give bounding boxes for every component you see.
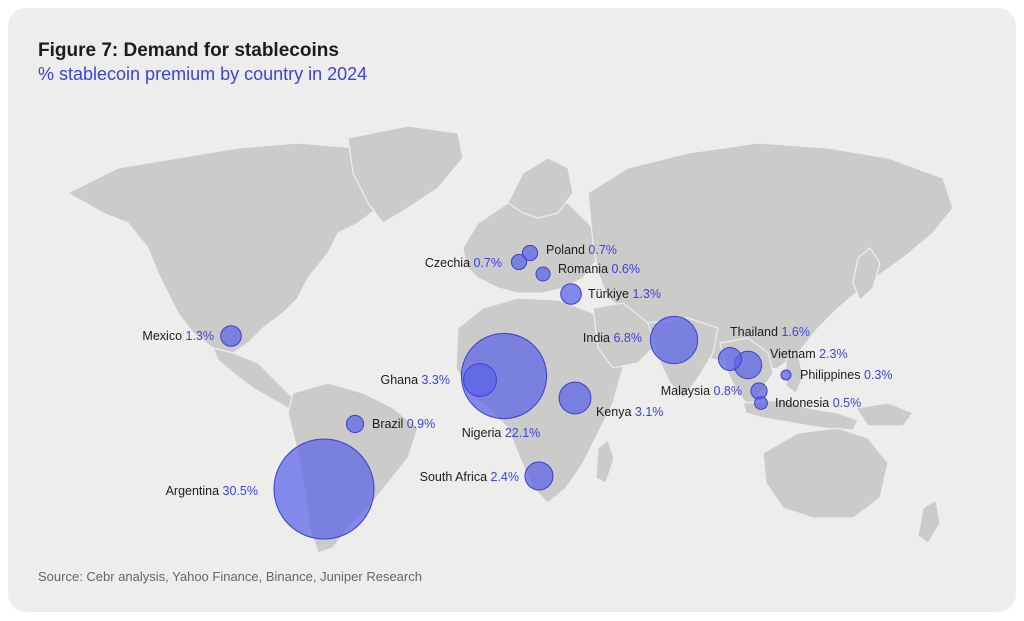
- bubble-czechia: [510, 253, 528, 271]
- label-country-name: Argentina: [166, 484, 223, 498]
- label-country-name: Indonesia: [775, 396, 833, 410]
- label-value: 0.7%: [474, 256, 503, 270]
- chart-subtitle: % stablecoin premium by country in 2024: [38, 64, 368, 84]
- japan-land: [852, 247, 881, 302]
- greenland-land: [347, 125, 464, 224]
- label-country-name: Czechia: [425, 256, 474, 270]
- label-value: 0.6%: [612, 262, 641, 276]
- label-value: 1.3%: [186, 329, 215, 343]
- label-ghana: Ghana 3.3%: [380, 373, 450, 387]
- label-value: 3.3%: [422, 373, 451, 387]
- label-nigeria: Nigeria 22.1%: [462, 426, 541, 440]
- arabia-land: [592, 302, 659, 369]
- label-argentina: Argentina 30.5%: [166, 484, 258, 498]
- bubble-thailand: [718, 347, 742, 371]
- label-value: 1.6%: [781, 325, 810, 339]
- label-value: 3.1%: [635, 405, 664, 419]
- bubble-mexico: [220, 325, 242, 347]
- philippines-land: [785, 352, 804, 394]
- label-country-name: Brazil: [372, 417, 407, 431]
- new-guinea-land: [854, 402, 914, 427]
- label-value: 0.7%: [588, 243, 617, 257]
- label-country-name: India: [583, 331, 614, 345]
- bubble-philippines: [780, 369, 792, 381]
- scandinavia-land: [507, 157, 574, 219]
- label-romania: Romania 0.6%: [558, 262, 640, 276]
- bubble-turkiye: [560, 283, 582, 305]
- label-country-name: South Africa: [420, 470, 491, 484]
- label-philippines: Philippines 0.3%: [800, 368, 892, 382]
- label-value: 6.8%: [614, 331, 643, 345]
- label-layer: Argentina 30.5% Nigeria 22.1% India 6.8% Gh…: [142, 243, 892, 498]
- source-note: Source: Cebr analysis, Yahoo Finance, Bi…: [38, 569, 422, 584]
- label-country-name: Kenya: [596, 405, 635, 419]
- label-country-name: Ghana: [380, 373, 421, 387]
- land-masses: [66, 125, 954, 554]
- label-value: 30.5%: [223, 484, 258, 498]
- bubble-kenya: [558, 381, 592, 415]
- label-country-name: Mexico: [142, 329, 185, 343]
- label-value: 0.3%: [864, 368, 893, 382]
- label-poland: Poland 0.7%: [546, 243, 617, 257]
- label-thailand: Thailand 1.6%: [730, 325, 810, 339]
- label-value: 2.4%: [491, 470, 520, 484]
- chart-title: Figure 7: Demand for stablecoins: [38, 40, 339, 61]
- chart-card: Argentina 30.5% Nigeria 22.1% India 6.8% Gh…: [8, 8, 1016, 612]
- bubble-ghana: [463, 363, 497, 397]
- bubble-brazil: [345, 414, 365, 434]
- new-zealand-land: [917, 499, 941, 544]
- label-country-name: Poland: [546, 243, 588, 257]
- bubble-indonesia: [754, 396, 768, 410]
- australia-land: [762, 427, 889, 519]
- label-indonesia: Indonesia 0.5%: [775, 396, 861, 410]
- bubble-poland: [521, 244, 539, 262]
- label-value: 2.3%: [819, 347, 848, 361]
- bubble-south-africa: [524, 461, 554, 491]
- label-country-name: Malaysia: [661, 384, 714, 398]
- bubble-layer: [220, 244, 792, 540]
- indonesia-land: [742, 399, 859, 431]
- bubble-nigeria: [460, 332, 548, 420]
- world-map: Argentina 30.5% Nigeria 22.1% India 6.8% Gh…: [66, 125, 954, 554]
- label-country-name: Romania: [558, 262, 612, 276]
- label-value: 0.5%: [833, 396, 862, 410]
- label-india: India 6.8%: [583, 331, 642, 345]
- label-country-name: Philippines: [800, 368, 864, 382]
- label-value: 1.3%: [632, 287, 661, 301]
- label-mexico: Mexico 1.3%: [142, 329, 214, 343]
- bubble-india: [649, 315, 699, 365]
- label-brazil: Brazil 0.9%: [372, 417, 435, 431]
- label-country-name: Türkiye: [588, 287, 632, 301]
- bubble-romania: [535, 266, 551, 282]
- north-america-land: [66, 142, 404, 354]
- label-value: 0.8%: [714, 384, 743, 398]
- label-vietnam: Vietnam 2.3%: [770, 347, 848, 361]
- label-country-name: Nigeria: [462, 426, 505, 440]
- bubble-argentina: [273, 438, 375, 540]
- label-malaysia: Malaysia 0.8%: [661, 384, 742, 398]
- label-south-africa: South Africa 2.4%: [420, 470, 519, 484]
- label-country-name: Thailand: [730, 325, 781, 339]
- label-value: 0.9%: [407, 417, 436, 431]
- label-turkiye: Türkiye 1.3%: [588, 287, 661, 301]
- madagascar-land: [595, 438, 615, 484]
- label-country-name: Vietnam: [770, 347, 819, 361]
- label-czechia: Czechia 0.7%: [425, 256, 502, 270]
- label-value: 22.1%: [505, 426, 540, 440]
- central-america-land: [211, 347, 300, 409]
- label-kenya: Kenya 3.1%: [596, 405, 663, 419]
